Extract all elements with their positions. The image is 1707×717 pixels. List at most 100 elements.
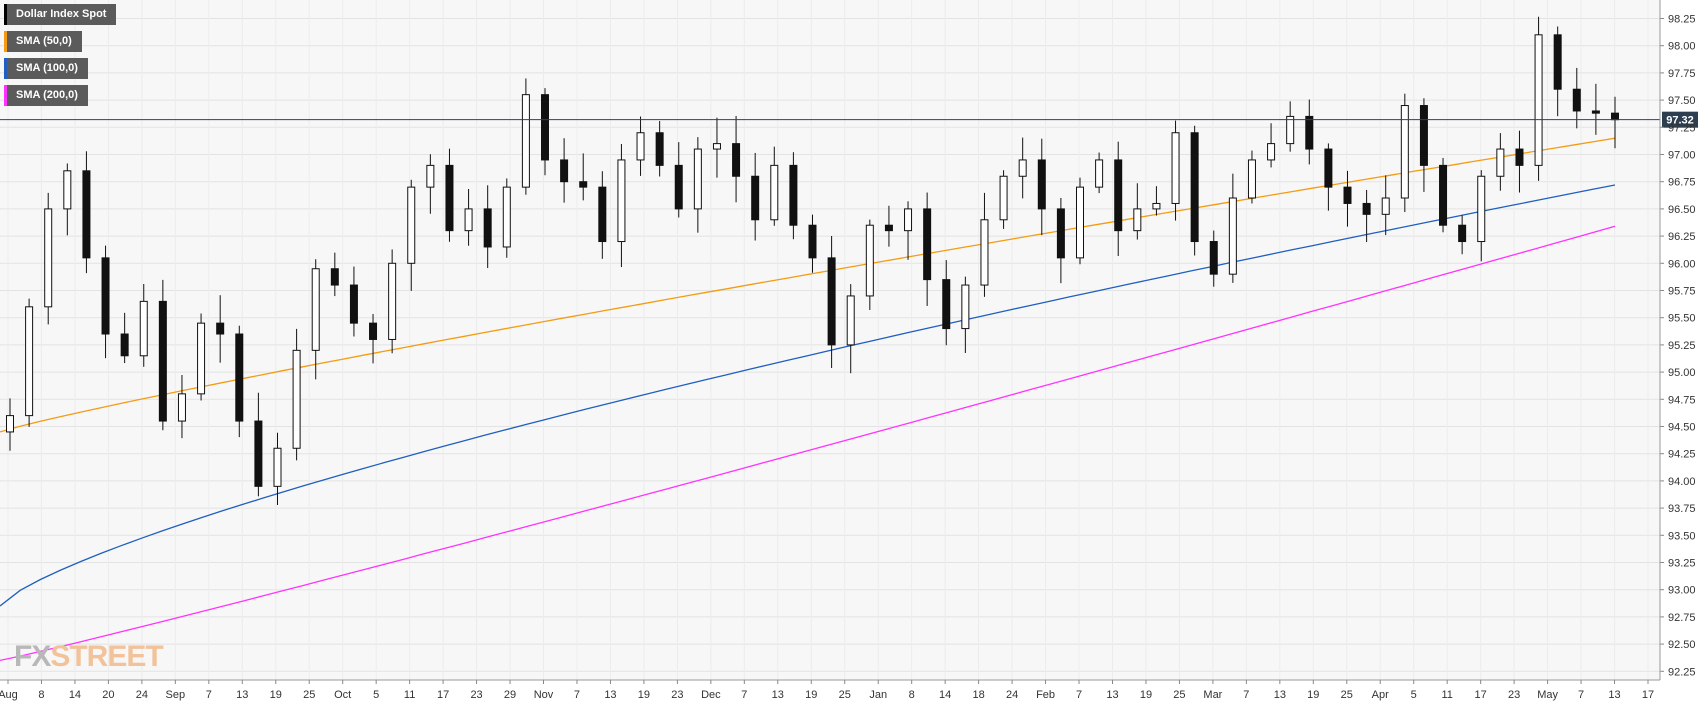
candle-body <box>1286 115 1295 145</box>
x-tick-label: Mar <box>1203 689 1222 701</box>
x-tick-label: 14 <box>69 689 81 701</box>
candle-body <box>712 143 721 150</box>
x-tick-label: 13 <box>604 689 616 701</box>
x-tick-label: 7 <box>1578 689 1584 701</box>
candle-body <box>1305 115 1314 150</box>
legend-item-price[interactable]: Dollar Index Spot <box>4 4 117 25</box>
candle-body <box>693 148 702 210</box>
candle-body <box>158 300 167 422</box>
last-price-line: 97.32 <box>0 111 1698 128</box>
x-tick-label: 11 <box>1441 689 1452 701</box>
candle-body <box>44 208 53 308</box>
legend-item-sma-50[interactable]: SMA (50,0) <box>4 31 82 52</box>
x-tick-label: Aug <box>0 689 18 701</box>
candle-body <box>846 295 855 346</box>
candle-body <box>1458 224 1467 243</box>
sma-100-line <box>0 184 1616 607</box>
candle-body <box>6 415 14 433</box>
x-tick-label: 23 <box>470 689 482 701</box>
x-tick-label: 17 <box>1475 689 1487 701</box>
candle-body <box>445 164 454 232</box>
candle-body <box>1496 148 1505 177</box>
legend-swatch <box>4 4 7 25</box>
x-tick-label: 13 <box>236 689 248 701</box>
legend-swatch <box>4 85 7 106</box>
y-tick-label: 98.00 <box>1668 41 1696 53</box>
candle-body <box>1114 159 1123 232</box>
candle-body <box>1591 110 1600 114</box>
x-tick-label: 7 <box>1243 689 1249 701</box>
y-tick-label: 93.25 <box>1668 557 1696 569</box>
legend-label: Dollar Index Spot <box>16 8 107 20</box>
candle-body <box>923 208 932 281</box>
candle-body <box>751 175 760 221</box>
candle-body <box>521 94 530 188</box>
candle-body <box>598 186 607 243</box>
x-tick-label: Oct <box>334 689 351 701</box>
x-tick-label: 25 <box>839 689 851 701</box>
x-tick-label: Jan <box>869 689 887 701</box>
candle-body <box>1419 105 1428 166</box>
candle-body <box>827 257 836 346</box>
sma-50-line <box>0 137 1616 433</box>
candle-body <box>1228 197 1237 275</box>
candle-body <box>904 208 913 232</box>
sma-200-line <box>0 225 1616 662</box>
candle-body <box>388 262 397 340</box>
candle-body <box>311 268 320 351</box>
legend-label: SMA (50,0) <box>16 35 72 47</box>
candle-body <box>541 94 549 161</box>
candle-body <box>407 186 416 264</box>
candle-body <box>770 164 779 221</box>
candle-body <box>1190 132 1199 243</box>
y-axis: 98.25 98.00 97.75 97.50 97.25 97.00 96.75 96.50… <box>1659 0 1696 680</box>
candle-body <box>426 164 435 188</box>
candle-body <box>617 159 626 243</box>
x-tick-label: May <box>1537 689 1558 701</box>
candle-body <box>1247 159 1256 199</box>
x-tick-label: 7 <box>741 689 747 701</box>
candle-body <box>1324 148 1333 188</box>
logo-fx: FX <box>14 640 51 673</box>
candle-body <box>483 208 492 248</box>
candle-body <box>1095 159 1104 188</box>
candle-body <box>369 322 378 340</box>
candle-body <box>1515 148 1524 166</box>
candle-body <box>732 143 741 177</box>
y-tick-label: 94.50 <box>1668 421 1696 433</box>
x-tick-label: 7 <box>574 689 580 701</box>
legend-swatch <box>4 31 7 52</box>
x-tick-label: 13 <box>1274 689 1286 701</box>
x-tick-label: Dec <box>701 689 721 701</box>
legend-label: SMA (100,0) <box>16 62 78 74</box>
x-tick-label: 5 <box>373 689 379 701</box>
x-tick-label: 13 <box>772 689 784 701</box>
candle-body <box>961 284 970 330</box>
x-tick-label: 23 <box>1508 689 1520 701</box>
x-tick-label: 19 <box>805 689 817 701</box>
y-tick-label: 98.25 <box>1668 13 1696 25</box>
candle-body <box>177 393 186 422</box>
candles <box>6 16 1619 505</box>
y-tick-label: 94.75 <box>1668 394 1696 406</box>
candle-body <box>254 420 263 487</box>
y-tick-label: 94.25 <box>1668 449 1696 461</box>
y-tick-label: 94.00 <box>1668 476 1696 488</box>
logo-street: STREET <box>50 640 163 673</box>
last-price-label: 97.32 <box>1666 115 1694 127</box>
y-tick-label: 95.00 <box>1668 367 1696 379</box>
candle-body <box>1076 186 1084 259</box>
x-tick-label: 25 <box>1341 689 1353 701</box>
candle-body <box>1381 197 1390 215</box>
candle-body <box>63 170 72 210</box>
candle-body <box>1534 34 1543 166</box>
candle-body <box>349 284 358 324</box>
y-tick-label: 97.25 <box>1668 122 1696 134</box>
x-tick-label: 5 <box>1411 689 1417 701</box>
x-tick-label: 19 <box>1140 689 1152 701</box>
candle-body <box>865 224 874 297</box>
x-tick-label: 13 <box>1106 689 1118 701</box>
legend-item-sma-100[interactable]: SMA (100,0) <box>4 58 88 79</box>
legend-item-sma-200[interactable]: SMA (200,0) <box>4 85 88 106</box>
